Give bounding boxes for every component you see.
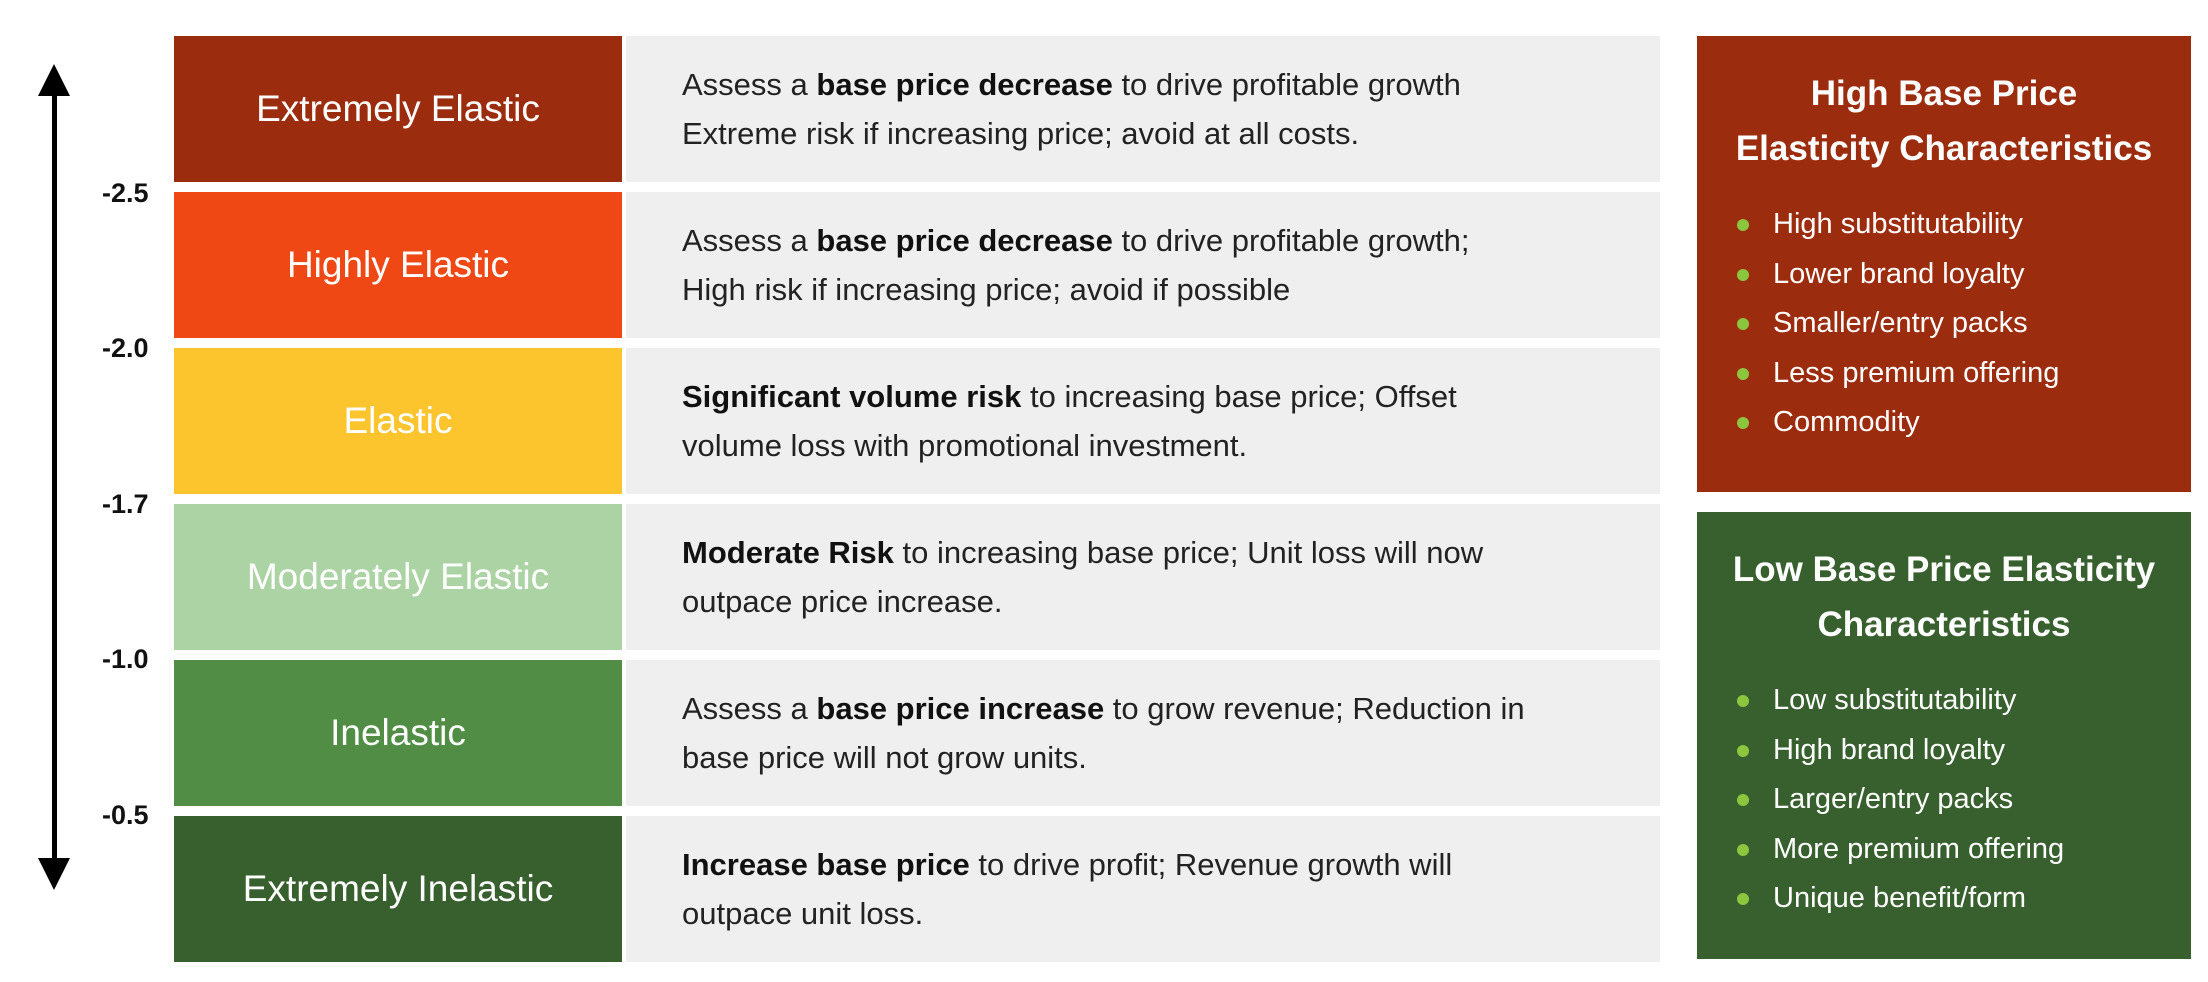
description-line: Assess a base price increase to grow rev… bbox=[682, 684, 1525, 733]
bullet-icon bbox=[1737, 843, 1749, 856]
bullet-icon bbox=[1737, 367, 1749, 380]
characteristics-list: High substitutability Lower brand loyalt… bbox=[1697, 200, 2191, 448]
description-line: outpace price increase. bbox=[682, 577, 1483, 626]
description-text: Assess a bbox=[682, 223, 817, 258]
down-arrow-icon bbox=[38, 858, 70, 890]
bullet-icon bbox=[1737, 794, 1749, 806]
list-item: More premium offering bbox=[1737, 825, 2191, 875]
emphasis-text: Increase base price bbox=[682, 847, 970, 882]
description-text: base price will not grow units. bbox=[682, 740, 1087, 775]
elasticity-row: Highly Elastic Assess a base price decre… bbox=[174, 192, 1660, 338]
description-text: to drive profitable growth bbox=[1112, 67, 1461, 102]
description-line: Moderate Risk to increasing base price; … bbox=[682, 528, 1483, 577]
list-item: Unique benefit/form bbox=[1737, 874, 2191, 924]
description-line: Assess a base price decrease to drive pr… bbox=[682, 60, 1461, 109]
list-item: Less premium offering bbox=[1737, 349, 2191, 399]
emphasis-text: base price decrease bbox=[816, 223, 1113, 258]
panel-title-line: Characteristics bbox=[1817, 605, 2071, 644]
emphasis-text: Significant volume risk bbox=[682, 379, 1022, 414]
elasticity-level-label: Extremely Elastic bbox=[174, 36, 622, 182]
panel-title-line: Elasticity Characteristics bbox=[1735, 129, 2153, 168]
description-text: to drive profit; Revenue growth will bbox=[969, 847, 1453, 882]
list-item: Larger/entry packs bbox=[1737, 775, 2191, 825]
panel-title-line: High Base Price bbox=[1810, 74, 2078, 113]
description-text: to grow revenue; Reduction in bbox=[1104, 691, 1525, 726]
elasticity-level-label: Highly Elastic bbox=[174, 192, 622, 338]
elasticity-level-label: Elastic bbox=[174, 348, 622, 494]
description-line: outpace unit loss. bbox=[682, 889, 1452, 938]
description-text: outpace price increase. bbox=[682, 584, 1003, 619]
description-text: Assess a bbox=[682, 691, 817, 726]
emphasis-text: base price decrease bbox=[816, 67, 1113, 102]
panel-title: Low Base Price Elasticity Characteristic… bbox=[1697, 512, 2191, 652]
elasticity-description: Significant volume risk to increasing ba… bbox=[626, 348, 1660, 494]
panel-title-line: Low Base Price Elasticity bbox=[1732, 550, 2156, 589]
list-item: Low substitutability bbox=[1737, 676, 2191, 726]
description-line: Significant volume risk to increasing ba… bbox=[682, 372, 1457, 421]
characteristics-list: Low substitutability High brand loyalty … bbox=[1697, 676, 2191, 924]
bullet-icon bbox=[1737, 744, 1749, 757]
list-item: Lower brand loyalty bbox=[1737, 250, 2191, 300]
elasticity-description: Assess a base price decrease to drive pr… bbox=[626, 36, 1660, 182]
list-item: Commodity bbox=[1737, 398, 2191, 448]
elasticity-row: Extremely Inelastic Increase base price … bbox=[174, 816, 1660, 962]
axis-tick-label: -1.7 bbox=[102, 489, 149, 519]
description-text: to drive profitable growth; bbox=[1112, 223, 1470, 258]
elasticity-row: Elastic Significant volume risk to incre… bbox=[174, 348, 1660, 494]
description-line: base price will not grow units. bbox=[682, 733, 1525, 782]
axis-tick-label: -2.0 bbox=[102, 333, 149, 363]
elasticity-row: Extremely Elastic Assess a base price de… bbox=[174, 36, 1660, 182]
description-line: volume loss with promotional investment. bbox=[682, 421, 1457, 470]
description-text: High risk if increasing price; avoid if … bbox=[682, 272, 1291, 307]
bullet-icon bbox=[1737, 695, 1749, 707]
elasticity-level-label: Moderately Elastic bbox=[174, 504, 622, 650]
elasticity-row: Moderately Elastic Moderate Risk to incr… bbox=[174, 504, 1660, 650]
description-text: Assess a bbox=[682, 67, 817, 102]
elasticity-description: Moderate Risk to increasing base price; … bbox=[626, 504, 1660, 650]
description-text: to increasing base price; Unit loss will… bbox=[893, 535, 1484, 570]
description-text: to increasing base price; Offset bbox=[1021, 379, 1457, 414]
description-line: Extreme risk if increasing price; avoid … bbox=[682, 109, 1461, 158]
list-item: High brand loyalty bbox=[1737, 726, 2191, 776]
bullet-icon bbox=[1737, 268, 1749, 281]
high-elasticity-panel: High Base Price Elasticity Characteristi… bbox=[1697, 36, 2191, 492]
elasticity-level-label: Inelastic bbox=[174, 660, 622, 806]
elasticity-description: Increase base price to drive profit; Rev… bbox=[626, 816, 1660, 962]
elasticity-axis-line bbox=[52, 84, 57, 860]
elasticity-description: Assess a base price increase to grow rev… bbox=[626, 660, 1660, 806]
bullet-icon bbox=[1737, 318, 1749, 330]
bullet-icon bbox=[1737, 893, 1749, 905]
description-text: Extreme risk if increasing price; avoid … bbox=[682, 116, 1360, 151]
description-line: High risk if increasing price; avoid if … bbox=[682, 265, 1470, 314]
description-line: Increase base price to drive profit; Rev… bbox=[682, 840, 1452, 889]
axis-tick-label: -0.5 bbox=[102, 800, 149, 830]
elasticity-row: Inelastic Assess a base price increase t… bbox=[174, 660, 1660, 806]
description-line: Assess a base price decrease to drive pr… bbox=[682, 216, 1470, 265]
list-item: Smaller/entry packs bbox=[1737, 299, 2191, 349]
emphasis-text: base price increase bbox=[816, 691, 1105, 726]
description-text: outpace unit loss. bbox=[682, 896, 924, 931]
elasticity-level-label: Extremely Inelastic bbox=[174, 816, 622, 962]
low-elasticity-panel: Low Base Price Elasticity Characteristic… bbox=[1697, 512, 2191, 959]
bullet-icon bbox=[1737, 219, 1749, 231]
list-item: High substitutability bbox=[1737, 200, 2191, 250]
bullet-icon bbox=[1737, 417, 1749, 429]
axis-tick-label: -1.0 bbox=[102, 644, 149, 674]
axis-tick-label: -2.5 bbox=[102, 178, 149, 208]
panel-title: High Base Price Elasticity Characteristi… bbox=[1697, 36, 2191, 176]
emphasis-text: Moderate Risk bbox=[682, 535, 894, 570]
elasticity-description: Assess a base price decrease to drive pr… bbox=[626, 192, 1660, 338]
description-text: volume loss with promotional investment. bbox=[682, 428, 1248, 463]
